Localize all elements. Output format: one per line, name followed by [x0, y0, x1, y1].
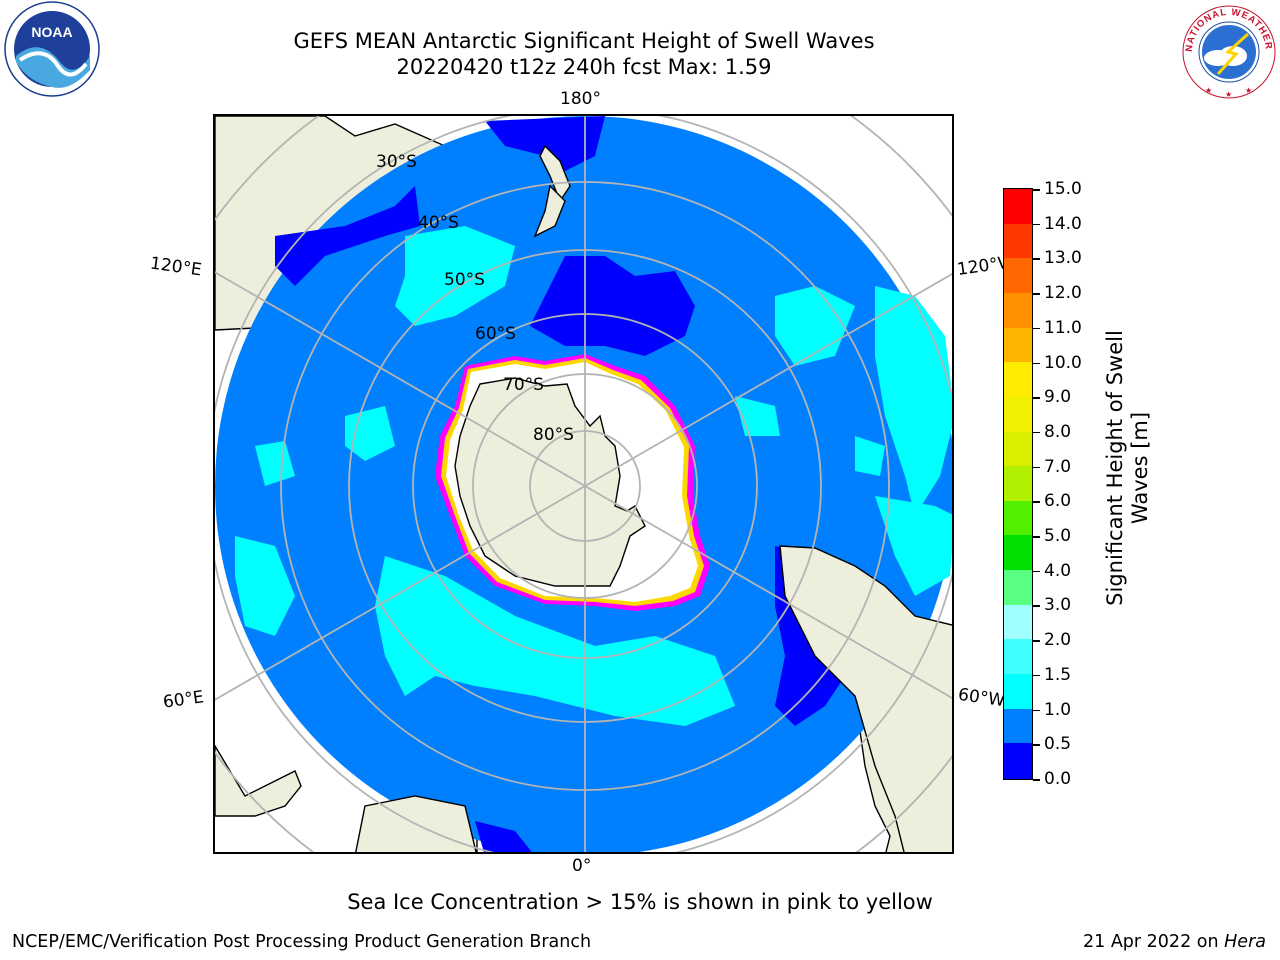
colorbar-segment [1004, 743, 1032, 779]
colorbar-tick-label: 15.0 [1044, 179, 1082, 199]
lat-label-80s: 80°S [533, 425, 574, 445]
colorbar-tick [1033, 466, 1040, 469]
colorbar-segment [1004, 292, 1032, 329]
colorbar-segment [1004, 396, 1032, 433]
colorbar-tick-label: 1.0 [1044, 699, 1072, 720]
colorbar-tick-label: 11.0 [1044, 317, 1082, 338]
colorbar-segment [1004, 258, 1032, 294]
colorbar-tick [1033, 362, 1040, 365]
colorbar-tick [1033, 258, 1040, 260]
colorbar-tick-label: 0.0 [1044, 769, 1072, 789]
footer-date: 21 Apr 2022 on Hera [1083, 932, 1266, 952]
lat-label-50s: 50°S [444, 270, 485, 290]
colorbar-segment [1004, 431, 1032, 467]
colorbar-tick [1033, 709, 1040, 712]
noaa-logo-text: NOAA [31, 24, 72, 40]
colorbar-tick [1033, 397, 1040, 399]
colorbar-segment [1004, 466, 1032, 502]
svg-text:★: ★ [1225, 90, 1232, 99]
colorbar-tick-label: 12.0 [1044, 283, 1082, 304]
lat-label-30s: 30°S [376, 152, 417, 172]
lon-label-0: 0° [572, 856, 592, 876]
colorbar-tick-label: 13.0 [1044, 248, 1082, 269]
colorbar-tick [1033, 640, 1040, 642]
chart-subtitle: 20220420 t12z 240h fcst Max: 1.59 [396, 55, 772, 79]
colorbar-segment [1004, 500, 1032, 537]
colorbar-label: Significant Height of Swell Waves [m] [1093, 278, 1163, 658]
lat-label-60s: 60°S [475, 324, 516, 344]
colorbar-segment [1004, 535, 1032, 571]
colorbar-tick [1033, 501, 1040, 503]
colorbar-tick [1033, 674, 1040, 677]
colorbar-tick-label: 2.0 [1044, 630, 1072, 651]
footer-date-text: 21 Apr 2022 on [1083, 932, 1225, 952]
lon-label-60w: 60°W [956, 684, 1007, 712]
colorbar-segment [1004, 639, 1032, 675]
colorbar-tick [1033, 223, 1040, 226]
graticule [215, 116, 952, 852]
svg-text:★: ★ [1245, 86, 1252, 95]
colorbar-tick [1033, 293, 1040, 295]
colorbar-segment [1004, 189, 1032, 225]
colorbar-tick-label: 10.0 [1044, 352, 1082, 373]
colorbar-tick-label: 1.5 [1044, 664, 1072, 685]
colorbar-tick-label: 14.0 [1044, 213, 1082, 234]
colorbar-segment [1004, 362, 1032, 398]
colorbar-tick [1033, 744, 1040, 746]
colorbar-tick-label: 5.0 [1044, 526, 1072, 547]
lon-label-180: 180° [560, 89, 601, 109]
colorbar-tick-label: 4.0 [1044, 560, 1072, 581]
colorbar-tick [1033, 189, 1040, 191]
colorbar-tick [1033, 605, 1040, 607]
footer-credit: NCEP/EMC/Verification Post Processing Pr… [12, 932, 592, 952]
colorbar-tick [1033, 431, 1040, 434]
colorbar-segment [1004, 570, 1032, 606]
lat-label-70s: 70°S [503, 375, 544, 395]
colorbar-tick-label: 3.0 [1044, 595, 1072, 616]
colorbar-segment [1004, 223, 1032, 259]
colorbar-label-line2: Waves [m] [1128, 411, 1152, 525]
colorbar [1003, 188, 1033, 780]
colorbar-tick-label: 6.0 [1044, 491, 1072, 512]
map-panel [213, 114, 954, 854]
colorbar-tick-label: 9.0 [1044, 387, 1072, 408]
colorbar-tick [1033, 779, 1040, 781]
colorbar-tick [1033, 536, 1040, 538]
colorbar-segment [1004, 674, 1032, 710]
colorbar-label-line1: Significant Height of Swell [1103, 330, 1127, 606]
colorbar-segment [1004, 327, 1032, 363]
svg-text:★: ★ [1205, 86, 1212, 95]
footer-host: Hera [1224, 932, 1266, 952]
nws-logo: NATIONAL WEATHER SERVICE ★ ★ ★ [1174, 0, 1280, 100]
caption: Sea Ice Concentration > 15% is shown in … [347, 890, 933, 914]
colorbar-tick-label: 7.0 [1044, 456, 1072, 477]
colorbar-tick-label: 0.5 [1044, 734, 1072, 755]
colorbar-tick [1033, 327, 1040, 330]
lat-label-40s: 40°S [418, 213, 459, 233]
colorbar-tick [1033, 570, 1040, 573]
colorbar-segment [1004, 708, 1032, 744]
lon-label-60e: 60°E [161, 687, 206, 713]
colorbar-segment [1004, 604, 1032, 640]
lon-label-120e: 120°E [148, 253, 203, 281]
noaa-logo: NOAA [0, 0, 104, 100]
chart-title: GEFS MEAN Antarctic Significant Height o… [293, 29, 875, 53]
colorbar-tick-label: 8.0 [1044, 421, 1072, 442]
